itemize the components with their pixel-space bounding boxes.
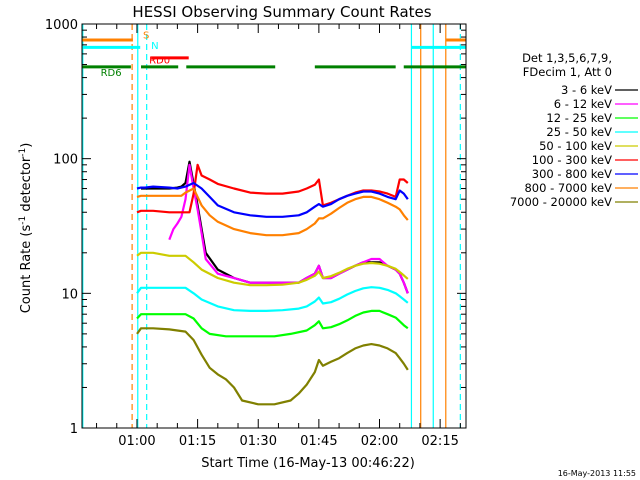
x-tick-label-3: 01:30 xyxy=(240,434,277,449)
vertical-markers xyxy=(82,24,461,428)
series-line-4 xyxy=(136,286,409,312)
legend: Det 1,3,5,6,7,9,FDecim 1, Att 0 3 - 6 keV… xyxy=(510,51,638,209)
legend-label-8: 800 - 7000 keV xyxy=(524,181,612,195)
series-line-9 xyxy=(136,327,409,406)
y-axis-label: Count Rate (s-1 detector-1) xyxy=(18,143,34,314)
legend-header-1: Det 1,3,5,6,7,9, xyxy=(522,51,612,65)
x-tick-label-4: 01:45 xyxy=(300,434,337,449)
legend-label-9: 7000 - 20000 keV xyxy=(510,195,612,209)
flag-label-n: N xyxy=(151,41,158,52)
x-axis: 01:00 01:15 01:30 01:45 02:00 02:15 xyxy=(96,24,461,449)
series-line-2 xyxy=(168,163,409,294)
legend-label-5: 50 - 100 keV xyxy=(539,139,612,153)
x-tick-label-1: 01:00 xyxy=(118,434,155,449)
series-line-5 xyxy=(136,251,409,287)
legend-header-2: FDecim 1, Att 0 xyxy=(523,65,612,79)
flag-label-s: S xyxy=(143,31,149,42)
x-tick-label-6: 02:15 xyxy=(421,434,458,449)
x-tick-label-5: 02:00 xyxy=(361,434,398,449)
legend-label-2: 6 - 12 keV xyxy=(554,97,612,111)
plot-timestamp: 16-May-2013 11:55 xyxy=(558,469,636,478)
legend-label-7: 300 - 800 keV xyxy=(532,167,612,181)
flag-label-rd0: RD0 xyxy=(149,55,170,66)
flag-bars: SN RD0 RD6 xyxy=(82,31,466,79)
y-tick-label-4: 1000 xyxy=(45,18,78,33)
x-tick-label-2: 01:15 xyxy=(179,434,216,449)
legend-label-4: 25 - 50 keV xyxy=(546,125,612,139)
legend-label-3: 12 - 25 keV xyxy=(546,111,612,125)
series-line-1 xyxy=(141,160,409,294)
y-tick-label-2: 10 xyxy=(61,287,78,302)
y-tick-label-1: 1 xyxy=(70,422,78,437)
series-line-3 xyxy=(136,309,409,338)
flag-label-rd6: RD6 xyxy=(101,68,122,79)
series-line-6 xyxy=(136,163,409,214)
y-tick-label-3: 100 xyxy=(53,153,78,168)
x-axis-label: Start Time (16-May-13 00:46:22) xyxy=(201,456,415,471)
y-axis: 1 10 100 1000 xyxy=(45,18,466,437)
chart-title: HESSI Observing Summary Count Rates xyxy=(132,3,431,21)
series-lines xyxy=(136,160,409,406)
legend-label-1: 3 - 6 keV xyxy=(561,83,612,97)
series-line-7 xyxy=(136,181,409,218)
plot-frame xyxy=(81,23,467,429)
legend-label-6: 100 - 300 keV xyxy=(532,153,612,167)
series-line-8 xyxy=(136,187,409,237)
